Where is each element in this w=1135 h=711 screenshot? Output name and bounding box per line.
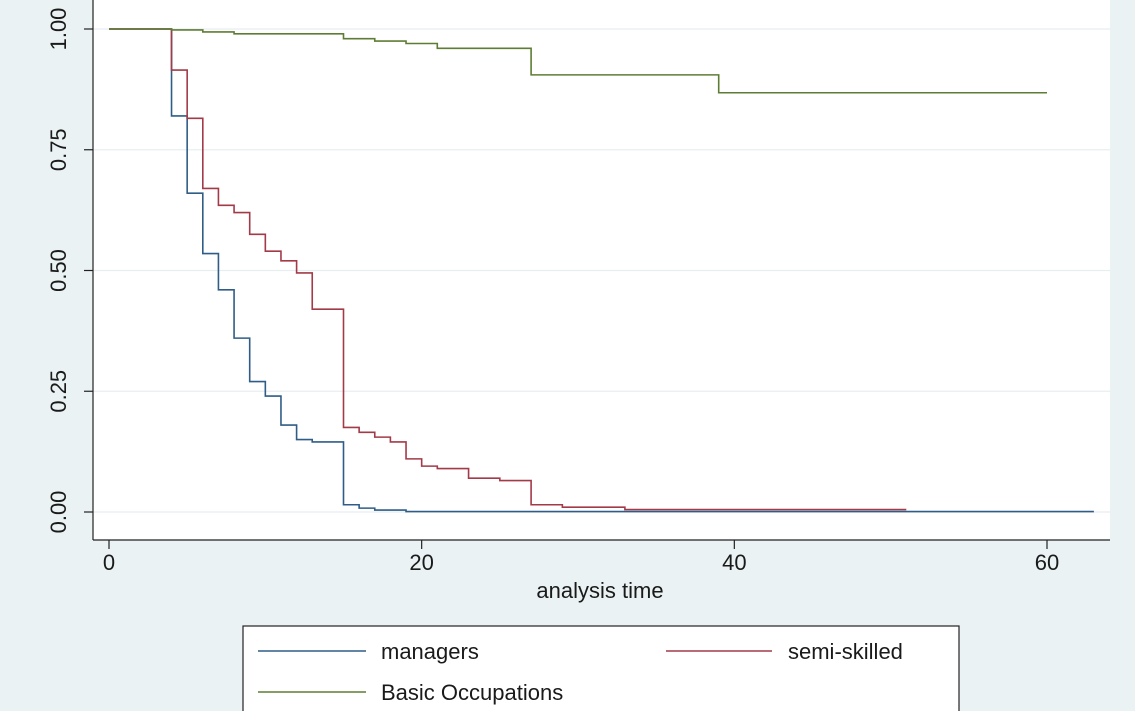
- x-tick-label: 0: [103, 550, 115, 575]
- y-tick-label: 0.75: [46, 128, 71, 171]
- legend-label-managers: managers: [381, 639, 479, 664]
- legend: managers semi-skilled Basic Occupations: [242, 625, 960, 711]
- y-tick-label: 0.00: [46, 491, 71, 534]
- legend-items: managers semi-skilled Basic Occupations: [258, 639, 903, 705]
- y-tick-label: 1.00: [46, 8, 71, 51]
- series-line-semi-skilled: [109, 28, 907, 511]
- y-tick-label: 0.50: [46, 249, 71, 292]
- y-axis: 0.00 0.25 0.50 0.75 1.00: [46, 8, 93, 534]
- x-tick-label: 40: [722, 550, 746, 575]
- series-line-managers: [109, 28, 1094, 513]
- series-layer: [109, 28, 1094, 513]
- x-tick-label: 20: [409, 550, 433, 575]
- y-tick-label: 0.25: [46, 370, 71, 413]
- legend-label-semi-skilled: semi-skilled: [788, 639, 903, 664]
- x-axis-title: analysis time: [536, 578, 663, 603]
- x-tick-label: 60: [1035, 550, 1059, 575]
- x-axis: 0 20 40 60: [103, 540, 1059, 575]
- series-line-basic-occupations: [109, 28, 1047, 94]
- legend-label-basic-occupations: Basic Occupations: [381, 680, 563, 705]
- legend-box: [242, 625, 960, 711]
